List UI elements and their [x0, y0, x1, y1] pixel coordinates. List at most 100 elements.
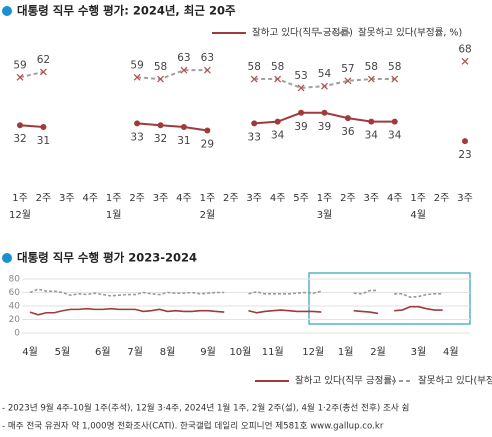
y-tick-label: 20	[9, 315, 21, 325]
data-label: 63	[201, 52, 214, 64]
point	[368, 118, 375, 125]
x-tick-label: 1월	[338, 346, 354, 358]
point	[39, 68, 47, 76]
data-label: 23	[458, 149, 471, 161]
x-tick-label: 2주	[36, 193, 52, 204]
point	[40, 123, 47, 130]
chart-title: 대통령 직무 수행 평가: 2024년, 최근 20주	[17, 4, 236, 18]
legend-label: 잘못하고 있다(부정률, %)	[418, 375, 492, 387]
x-tick-label: 2주	[129, 193, 145, 204]
point	[180, 123, 187, 130]
data-label: 31	[37, 135, 50, 147]
data-label: 39	[294, 121, 307, 133]
title-bullet	[2, 6, 12, 16]
y-tick-label: 0	[14, 329, 20, 339]
point	[391, 75, 399, 83]
data-label: 36	[341, 126, 355, 138]
data-label: 58	[271, 61, 284, 73]
legend-label: 잘하고 있다(직무 긍정률)	[252, 27, 353, 39]
data-label: 58	[154, 61, 167, 73]
point	[133, 73, 141, 81]
data-label: 57	[341, 63, 354, 75]
x-tick-label: 4주	[387, 193, 403, 204]
y-tick-label: 80	[9, 275, 21, 285]
data-label: 68	[458, 43, 471, 55]
point	[461, 57, 469, 65]
x-tick-label: 3주	[457, 193, 473, 204]
x-tick-label: 1주	[410, 193, 426, 204]
point	[180, 66, 188, 74]
point	[157, 122, 164, 129]
x-tick-label: 12월	[302, 346, 324, 358]
point	[157, 75, 164, 83]
point	[203, 66, 211, 74]
x-tick-label: 11월	[262, 346, 284, 358]
data-label: 58	[388, 61, 401, 73]
y-tick-label: 40	[9, 302, 21, 312]
footnote: - 2023년 9월 4주-10월 1주(추석), 12월 3·4주, 2024…	[2, 402, 409, 414]
point	[250, 75, 258, 83]
x-tick-label: 7월	[127, 346, 143, 358]
data-label: 53	[294, 70, 307, 82]
title-bullet	[2, 253, 12, 263]
legend-label: 잘하고 있다(직무 긍정률)	[295, 375, 396, 387]
point	[297, 84, 305, 92]
x-tick-label: 10월	[229, 346, 251, 358]
data-label: 54	[318, 68, 332, 80]
chart-title: 대통령 직무 수행 평가 2023-2024	[17, 251, 197, 265]
data-label: 32	[13, 133, 26, 145]
data-label: 34	[271, 130, 285, 142]
x-tick-label: 4월	[443, 346, 459, 358]
point	[251, 120, 258, 127]
point	[298, 109, 305, 116]
x-tick-label: 3주	[59, 193, 75, 204]
data-label: 33	[130, 131, 143, 143]
x-tick-label: 4주	[82, 193, 98, 204]
data-label: 63	[177, 52, 190, 64]
point	[274, 118, 281, 125]
data-label: 58	[365, 61, 378, 73]
data-label: 34	[388, 130, 402, 142]
x-tick-label: 2월	[370, 346, 386, 358]
data-label: 33	[248, 131, 261, 143]
data-label: 58	[248, 61, 261, 73]
point	[462, 138, 468, 145]
x-tick-label: 3주	[364, 193, 380, 204]
data-label: 31	[177, 135, 190, 147]
data-label: 59	[130, 59, 143, 71]
data-label: 62	[37, 54, 50, 66]
x-tick-label: 4월	[22, 346, 38, 358]
x-tick-label: 1주	[12, 193, 28, 204]
point	[344, 115, 351, 122]
x-group-label: 12월	[9, 209, 31, 221]
x-tick-label: 1주	[200, 193, 216, 204]
x-group-label: 1월	[106, 209, 122, 221]
point	[321, 82, 328, 90]
x-tick-label: 4주	[270, 193, 286, 204]
x-tick-label: 6월	[95, 346, 111, 358]
data-label: 32	[154, 133, 167, 145]
x-group-label: 3월	[317, 209, 333, 221]
x-tick-label: 2주	[223, 193, 239, 204]
series-line	[30, 307, 467, 318]
x-tick-label: 2주	[340, 193, 356, 204]
point	[17, 122, 23, 129]
x-tick-label: 3주	[153, 193, 169, 204]
highlight-box	[308, 272, 471, 325]
x-tick-label: 5월	[55, 346, 71, 358]
x-tick-label: 3주	[246, 193, 262, 204]
point	[274, 75, 282, 83]
x-tick-label: 4주	[176, 193, 192, 204]
point	[367, 75, 375, 83]
point	[391, 118, 398, 125]
x-tick-label: 3월	[411, 346, 427, 358]
point	[134, 120, 141, 127]
x-tick-label: 9월	[200, 346, 216, 358]
x-tick-label: 1주	[106, 193, 122, 204]
data-label: 59	[13, 59, 26, 71]
x-tick-label: 2주	[434, 193, 450, 204]
point	[16, 73, 24, 81]
x-tick-label: 8월	[160, 346, 176, 358]
y-tick-label: 60	[9, 288, 21, 298]
